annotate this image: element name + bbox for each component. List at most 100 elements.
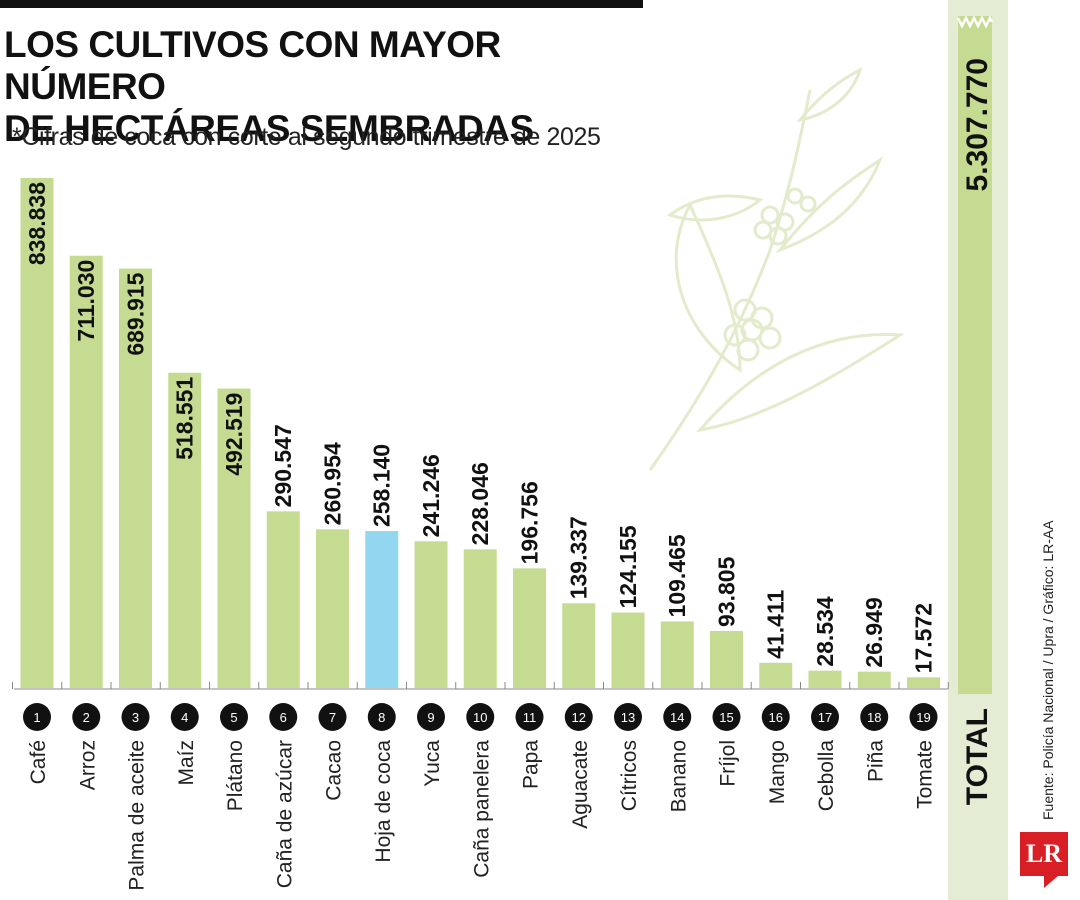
category-label: Cacao	[323, 740, 346, 801]
bar-value-label: 196.756	[517, 481, 543, 564]
category-label: Café	[27, 740, 50, 784]
bar	[119, 268, 152, 688]
rank-number: 13	[621, 710, 635, 725]
bar-value-label: 26.949	[861, 597, 887, 667]
rank-circle	[170, 703, 199, 731]
rank-circle	[367, 703, 396, 731]
lr-logo-tail	[1044, 876, 1058, 888]
bar-value-label: 41.411	[763, 590, 789, 659]
rank-number: 2	[83, 710, 90, 725]
bar	[168, 372, 202, 688]
bar	[710, 630, 743, 688]
bar-value-label: 838.838	[24, 182, 50, 265]
category-label: Caña de azúcar	[273, 740, 296, 888]
rank-number: 16	[769, 710, 783, 725]
bar-value-label: 93.805	[714, 556, 740, 627]
rank-number: 8	[378, 710, 385, 725]
category-label: Arroz	[76, 740, 99, 790]
rank-number: 18	[867, 710, 881, 725]
category-label: Cítricos	[618, 740, 641, 811]
chart-title: LOS CULTIVOS CON MAYOR NÚMERO DE HECTÁRE…	[4, 24, 644, 150]
chart-subtitle: *Cifras de coca con corte al segundo tri…	[12, 123, 601, 151]
rank-circle	[72, 703, 101, 731]
bar-value-label: 492.519	[221, 393, 247, 476]
rank-circle	[23, 703, 51, 731]
rank-number: 1	[33, 710, 40, 725]
bar	[266, 511, 300, 688]
bars-group	[20, 178, 940, 688]
bar-value-label: 109.465	[664, 534, 690, 617]
rank-circle	[614, 703, 642, 731]
bar-value-label: 139.337	[566, 516, 592, 599]
bar	[414, 541, 448, 688]
category-label: Banano	[667, 740, 690, 812]
rank-number: 6	[280, 710, 287, 725]
category-label: Plátano	[224, 740, 247, 811]
total-label: TOTAL	[961, 708, 994, 805]
total-group: 5.307.770 TOTAL	[956, 15, 994, 805]
rank-circle	[712, 703, 741, 731]
bar	[217, 388, 251, 688]
bar	[562, 603, 596, 688]
category-label: Papa	[520, 740, 543, 789]
axis-group	[12, 682, 949, 690]
bar	[808, 670, 842, 688]
rank-circle	[860, 703, 889, 731]
bar	[857, 671, 891, 688]
bar	[365, 531, 399, 688]
coffee-branch-illustration	[648, 67, 905, 471]
rank-number: 11	[523, 710, 537, 725]
category-label: Aguacate	[569, 740, 592, 829]
rank-circle	[269, 703, 298, 731]
category-label: Cebolla	[815, 740, 838, 812]
total-bar-break-mark	[956, 15, 994, 29]
bar-value-label: 28.534	[812, 596, 838, 667]
category-label: Palma de aceite	[126, 740, 149, 891]
rank-circle	[220, 703, 248, 731]
bar	[463, 549, 497, 688]
top-rule	[0, 0, 643, 8]
rank-number: 15	[719, 710, 733, 725]
category-label: Mango	[766, 740, 789, 804]
bar	[316, 529, 349, 688]
rank-circle	[811, 703, 839, 731]
category-label: Maíz	[175, 740, 198, 786]
bar-value-label: 241.246	[418, 454, 444, 537]
source-note: Fuente: Policía Nacional / Upra / Gráfic…	[1040, 520, 1056, 820]
bar-value-label: 228.046	[467, 462, 493, 545]
rank-number: 7	[329, 710, 336, 725]
rank-number: 9	[427, 710, 434, 725]
bar-value-label: 17.572	[911, 603, 937, 673]
rank-number: 3	[132, 710, 139, 725]
bar-value-label: 711.030	[73, 260, 99, 342]
category-label: Piña	[864, 740, 887, 782]
rank-circle	[466, 703, 495, 731]
bar	[660, 621, 694, 688]
rank-circle	[564, 703, 593, 731]
rank-circle	[761, 703, 790, 731]
lr-logo: LR	[1020, 832, 1068, 876]
bar	[611, 612, 645, 688]
bar-value-label: 260.954	[320, 442, 346, 525]
rank-circle	[121, 703, 150, 731]
category-label: Caña panelera	[470, 740, 493, 878]
rank-circle	[909, 703, 938, 731]
bar-value-label: 689.915	[123, 272, 149, 355]
title-line-1: LOS CULTIVOS CON MAYOR NÚMERO	[4, 24, 501, 107]
rank-circle	[663, 703, 692, 731]
rank-number: 5	[230, 710, 237, 725]
title-line-2: DE HECTÁREAS SEMBRADAS	[4, 108, 534, 149]
bar	[20, 178, 54, 688]
rank-number: 14	[670, 710, 684, 725]
rank-number: 10	[473, 710, 487, 725]
rank-number: 17	[818, 710, 832, 725]
bar	[513, 568, 546, 688]
bar	[759, 662, 793, 688]
rank-number: 4	[181, 710, 188, 725]
category-label: Hoja de coca	[372, 740, 395, 863]
bar-value-label: 518.551	[172, 377, 198, 460]
rank-circle	[318, 703, 347, 731]
category-label: Fríjol	[717, 740, 740, 787]
bar-value-label: 124.155	[615, 525, 641, 608]
